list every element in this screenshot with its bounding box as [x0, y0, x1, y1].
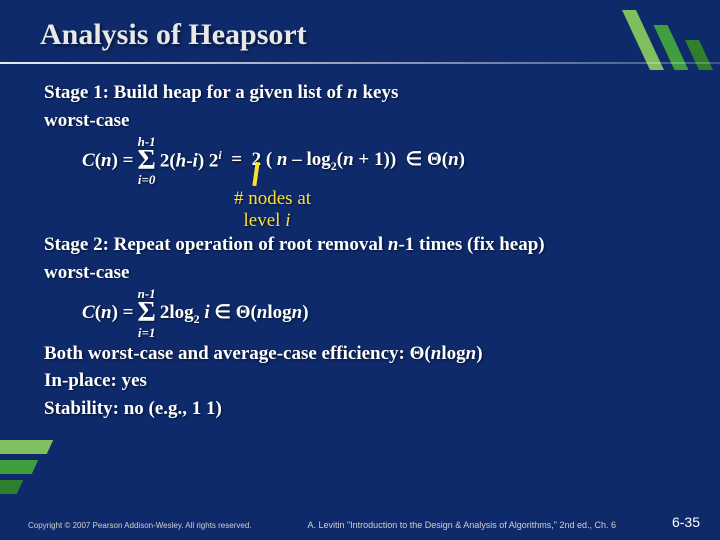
cn-label: C [82, 148, 95, 174]
stage1-heading: Stage 1: Build heap for a given list of … [44, 80, 684, 106]
slide-body: Stage 1: Build heap for a given list of … [0, 60, 720, 422]
stability-line: Stability: no (e.g., 1 1) [44, 396, 684, 422]
decorative-stripes-top [610, 10, 720, 70]
stage1-worstcase-label: worst-case [44, 108, 684, 134]
inplace-line: In-place: yes [44, 368, 684, 394]
both-efficiency: Both worst-case and average-case efficie… [44, 341, 684, 367]
page-number: 6-35 [672, 514, 700, 530]
sigma-stage2: n-1 Σ i=1 [138, 287, 156, 338]
stage2-worstcase-label: worst-case [44, 260, 684, 286]
annotation-nodes-level: # nodes at level i [44, 188, 684, 232]
sigma-stage1: h-1 Σ i=0 [138, 135, 156, 186]
title-underline [0, 62, 720, 64]
copyright-text: Copyright © 2007 Pearson Addison-Wesley.… [28, 521, 252, 530]
decorative-stripes-bottom [0, 440, 80, 500]
citation-text: A. Levitin "Introduction to the Design &… [252, 520, 672, 530]
slide-footer: Copyright © 2007 Pearson Addison-Wesley.… [28, 514, 700, 530]
stage2-formula: C(n) = n-1 Σ i=1 2log2 i (nlogn) [44, 287, 684, 338]
stage2-heading: Stage 2: Repeat operation of root remova… [44, 232, 684, 258]
stage1-formula: C(n) = h-1 Σ i=0 2(h-i) 2i = 2 ( n – log… [44, 135, 684, 186]
